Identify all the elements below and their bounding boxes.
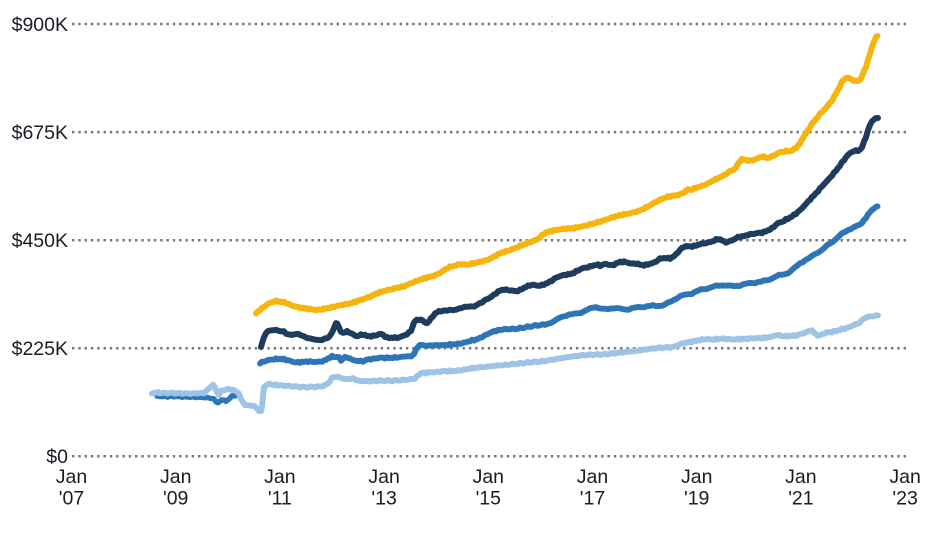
svg-text:'23: '23 xyxy=(892,488,917,510)
svg-text:Jan: Jan xyxy=(785,466,816,488)
svg-text:'17: '17 xyxy=(580,488,605,510)
svg-text:Jan: Jan xyxy=(368,466,399,488)
svg-text:'11: '11 xyxy=(268,488,292,510)
svg-text:Jan: Jan xyxy=(160,466,191,488)
svg-text:$675K: $675K xyxy=(12,122,68,144)
svg-text:'19: '19 xyxy=(684,488,709,510)
svg-text:'21: '21 xyxy=(788,488,813,510)
svg-text:Jan: Jan xyxy=(889,466,920,488)
svg-text:Jan: Jan xyxy=(56,466,87,488)
svg-text:$0: $0 xyxy=(46,446,68,468)
svg-text:'09: '09 xyxy=(163,488,188,510)
svg-text:'13: '13 xyxy=(371,488,396,510)
svg-text:Jan: Jan xyxy=(473,466,504,488)
svg-text:$225K: $225K xyxy=(12,338,68,360)
svg-text:Jan: Jan xyxy=(681,466,712,488)
svg-text:'15: '15 xyxy=(476,488,502,510)
svg-text:Jan: Jan xyxy=(264,466,295,488)
svg-text:$450K: $450K xyxy=(12,230,68,252)
svg-text:$900K: $900K xyxy=(12,14,68,36)
svg-text:Jan: Jan xyxy=(577,466,608,488)
svg-text:'07: '07 xyxy=(59,488,84,510)
